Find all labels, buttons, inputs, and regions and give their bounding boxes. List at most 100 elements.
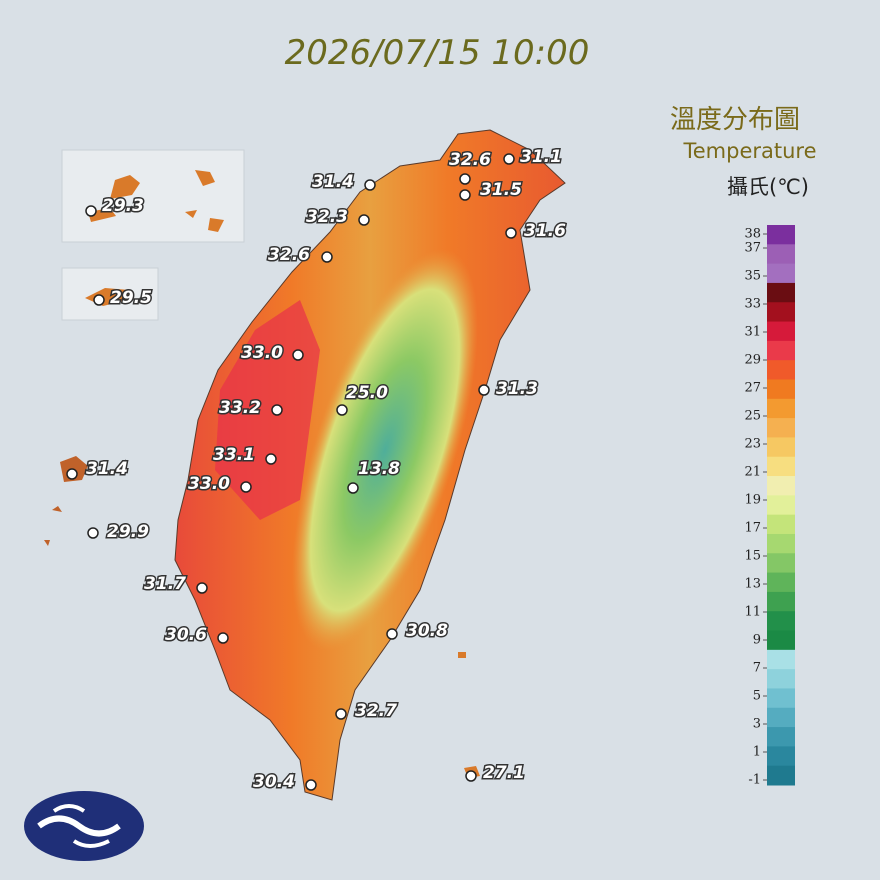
legend-title: 溫度分布圖 xyxy=(670,105,800,135)
tick-label: 37 xyxy=(744,241,761,256)
station-dot xyxy=(336,404,348,416)
color-band xyxy=(767,765,795,786)
color-band xyxy=(767,340,795,361)
tick-label: 21 xyxy=(744,465,761,480)
station-dot xyxy=(358,214,370,226)
tick-label: 13 xyxy=(744,577,761,592)
color-band xyxy=(767,746,795,767)
tick-label: 33 xyxy=(744,297,761,312)
station-dot xyxy=(87,527,99,539)
station-reading: 32.6 xyxy=(449,150,491,170)
color-band xyxy=(767,263,795,284)
color-band xyxy=(767,321,795,342)
station-dot xyxy=(305,779,317,791)
color-band xyxy=(767,707,795,728)
station-reading: 31.4 xyxy=(86,459,128,479)
station-reading: 32.7 xyxy=(355,701,397,721)
station-reading: 30.4 xyxy=(253,772,295,792)
station-reading: 30.8 xyxy=(406,621,448,641)
color-band xyxy=(767,244,795,265)
legend-subtitle: Temperature xyxy=(682,139,816,163)
station-reading: 31.6 xyxy=(524,221,566,241)
station-dot xyxy=(465,770,477,782)
color-band xyxy=(767,476,795,496)
tick-label: 31 xyxy=(744,325,761,340)
station-reading: 31.4 xyxy=(312,172,354,192)
color-band xyxy=(767,398,795,419)
color-band xyxy=(767,553,795,574)
station-reading: 31.1 xyxy=(520,147,562,167)
tick-label: 11 xyxy=(744,605,761,620)
color-band xyxy=(767,302,795,323)
color-band xyxy=(767,360,795,380)
cwa-logo xyxy=(24,791,144,861)
matsu-islands xyxy=(88,170,224,232)
station-dot xyxy=(459,189,471,201)
color-band xyxy=(767,649,795,670)
penghu-islands xyxy=(44,456,88,546)
mountain-range xyxy=(292,249,478,651)
legend-unit: 攝氏(℃) xyxy=(727,175,809,199)
tick-label: 3 xyxy=(753,717,761,732)
station-dot xyxy=(265,453,277,465)
station-reading: 13.8 xyxy=(358,459,400,479)
station-dot xyxy=(503,153,515,165)
tick-label: 27 xyxy=(744,381,761,396)
color-band xyxy=(767,591,795,612)
station-reading: 30.6 xyxy=(165,625,207,645)
tick-label: 1 xyxy=(753,745,761,760)
tick-label: 19 xyxy=(744,493,761,508)
station-reading: 29.3 xyxy=(102,196,144,216)
station-dot xyxy=(505,227,517,239)
color-band xyxy=(767,456,795,477)
tick-label: 35 xyxy=(744,269,761,284)
station-dot xyxy=(478,384,490,396)
station-dot xyxy=(321,251,333,263)
station-dot xyxy=(459,173,471,185)
station-dot xyxy=(292,349,304,361)
station-dot xyxy=(196,582,208,594)
station-reading: 32.6 xyxy=(268,245,310,265)
station-reading: 25.0 xyxy=(346,383,388,403)
color-band xyxy=(767,533,795,554)
tick-label: -1 xyxy=(748,773,761,788)
station-reading: 31.7 xyxy=(144,574,186,594)
tick-label: 9 xyxy=(753,633,761,648)
tick-label: 5 xyxy=(753,689,761,704)
station-dot xyxy=(240,481,252,493)
station-reading: 33.0 xyxy=(188,474,230,494)
station-reading: 31.3 xyxy=(496,379,538,399)
stations: 31.1 32.6 31.5 31.4 32.3 31.6 32.6 33.0 25.0 31.3… xyxy=(66,146,568,794)
color-band xyxy=(767,572,795,593)
station-dot xyxy=(271,404,283,416)
color-band xyxy=(767,495,795,516)
color-band xyxy=(767,688,795,709)
station-dot xyxy=(364,179,376,191)
station-dot xyxy=(66,468,78,480)
station-reading: 29.9 xyxy=(107,522,149,542)
tick-label: 29 xyxy=(744,353,761,368)
station-dot xyxy=(85,205,97,217)
station-dot xyxy=(347,482,359,494)
station-reading: 31.5 xyxy=(480,180,522,200)
color-band xyxy=(767,225,795,245)
tick-label: 25 xyxy=(744,409,761,424)
tick-label: 7 xyxy=(753,661,761,676)
color-band xyxy=(767,514,795,535)
station-reading: 33.2 xyxy=(219,398,261,418)
station-dot xyxy=(93,294,105,306)
station-reading: 27.1 xyxy=(483,763,525,783)
station-dot xyxy=(386,628,398,640)
station-reading: 33.0 xyxy=(241,343,283,363)
tick-label: 15 xyxy=(744,549,761,564)
tick-label: 17 xyxy=(744,521,761,536)
color-band xyxy=(767,669,795,689)
station-reading: 29.5 xyxy=(110,288,152,308)
color-band xyxy=(767,379,795,400)
color-band xyxy=(767,611,795,632)
color-band xyxy=(767,418,795,438)
map-title: 2026/07/15 10:00 xyxy=(285,33,590,73)
color-band xyxy=(767,437,795,458)
